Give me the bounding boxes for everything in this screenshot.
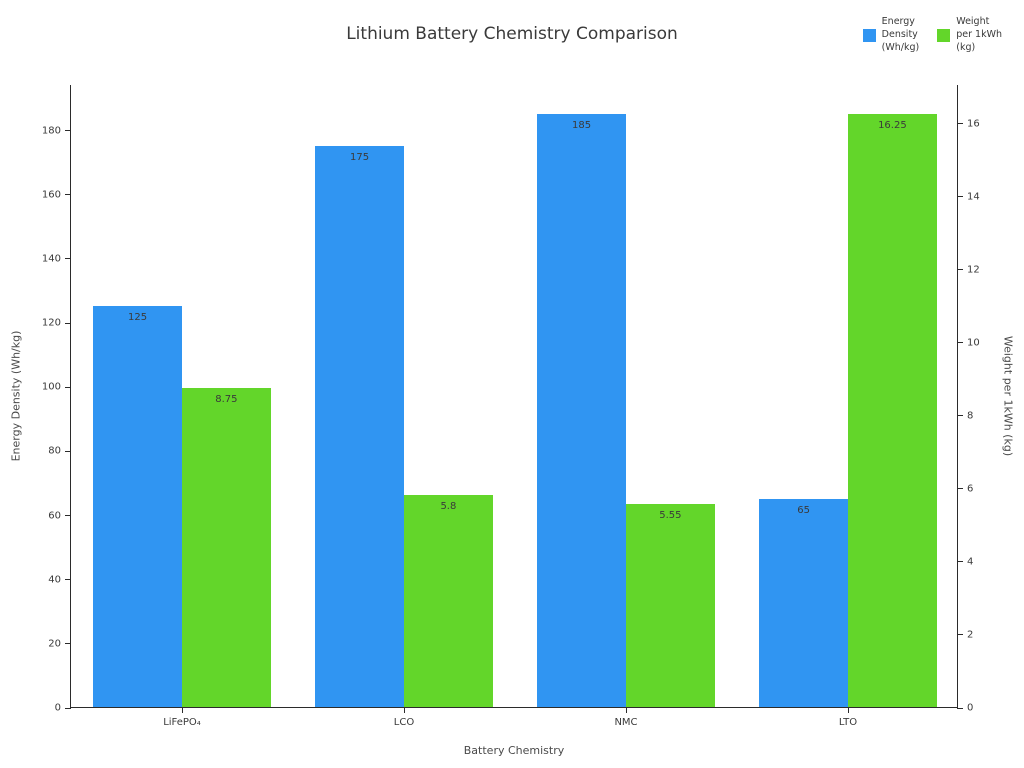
bar-right-LCO [404,495,493,707]
x-axis-tick [625,707,627,713]
bar-right-NMC [626,504,715,707]
y-axis-right-tick [957,269,963,271]
x-category-label: LCO [393,717,415,728]
bar-value-label: 16.25 [878,119,907,131]
y-axis-left-tick-label: 20 [48,638,61,650]
y-axis-left-tick-label: 80 [48,445,61,457]
plot-area: 0 20 40 60 80 100 120 140 160 180 0 2 4 6 8 10 12 14 16 LiF… [42,85,980,728]
y-axis-left-tick-label: 180 [41,125,61,137]
bar-value-label: 185 [572,119,592,131]
y-axis-left-tick-label: 140 [41,253,61,265]
y-axis-right-tick-label: 4 [967,556,974,568]
x-axis-tick [847,707,849,713]
legend-label-line: Density [881,28,918,40]
y-axis-left-label: Energy Density (Wh/kg) [9,330,23,462]
bar-left-LiFePO₄ [93,306,182,707]
y-axis-left-tick-label: 0 [54,702,61,714]
chart-legend: Energy Density (Wh/kg) Weight per 1kWh (kg) [862,16,1002,54]
x-category-label: LiFePO₄ [163,717,201,728]
y-axis-right-tick-label: 14 [967,191,980,203]
legend-label: Energy Density (Wh/kg) [882,16,920,54]
legend-label: Weight per 1kWh (kg) [956,16,1002,54]
y-axis-right-tick-label: 2 [967,629,974,641]
y-axis-left-tick-label: 160 [41,189,61,201]
y-axis-left-tick [65,643,71,645]
y-axis-left-tick-label: 120 [41,317,61,329]
x-axis-tick [403,707,405,713]
y-axis-right-tick-label: 0 [967,702,974,714]
y-axis-right-tick [957,488,963,490]
y-axis-left-tick [65,322,71,324]
y-axis-right-tick [957,415,963,417]
y-axis-right-tick-label: 12 [967,264,980,276]
y-axis-right-tick [957,342,963,344]
y-axis-left-tick-label: 40 [48,574,61,586]
bar-left-LCO [315,145,404,707]
legend-item: Weight per 1kWh (kg) [937,16,1002,54]
y-axis-left-tick-label: 60 [48,510,61,522]
x-category-label: LTO [838,717,858,728]
bar-value-label: 5.55 [659,510,682,522]
x-category-label: NMC [614,717,638,728]
y-axis-right-tick [957,123,963,125]
y-axis-right-tick-label: 10 [967,337,980,349]
y-axis-right-tick-label: 6 [967,483,974,495]
y-axis-right-tick [957,196,963,198]
legend-label-line: (Wh/kg) [881,41,920,53]
bar-value-label: 5.8 [440,501,457,513]
legend-swatch [937,28,951,42]
y-axis-left-tick [65,450,71,452]
legend-label-line: Energy [881,16,915,27]
bar-left-NMC [537,113,626,707]
y-axis-left-tick-label: 100 [41,381,61,393]
y-axis-right-tick-label: 16 [967,118,980,130]
y-axis-left-tick [65,258,71,260]
y-axis-left-tick [65,130,71,132]
legend-label-line: per 1kWh [956,28,1002,40]
bar-value-label: 8.75 [215,393,238,405]
legend-swatch [862,28,876,42]
y-axis-right-tick [957,634,963,636]
bar-value-label: 125 [128,312,148,324]
legend-item: Energy Density (Wh/kg) [862,16,920,54]
legend-label-line: (kg) [956,41,976,53]
bar-left-LTO [759,498,848,707]
y-axis-right-label: Weight per 1kWh (kg) [1001,335,1015,457]
y-axis-right-tick [957,561,963,563]
y-axis-left-tick [65,386,71,388]
y-axis-left-tick [65,707,71,709]
y-axis-right-tick-label: 8 [967,410,974,422]
y-axis-right-tick [957,707,963,709]
bar-value-label: 65 [797,504,810,516]
x-axis-tick [181,707,183,713]
x-axis-label: Battery Chemistry [463,744,565,757]
y-axis-left-tick [65,194,71,196]
bar-right-LTO [848,113,937,707]
y-axis-left-tick [65,515,71,517]
chart-title: Lithium Battery Chemistry Comparison [346,24,678,44]
legend-label-line: Weight [956,16,990,27]
bar-value-label: 175 [350,151,370,163]
bar-right-LiFePO₄ [182,387,271,707]
y-axis-left-tick [65,579,71,581]
